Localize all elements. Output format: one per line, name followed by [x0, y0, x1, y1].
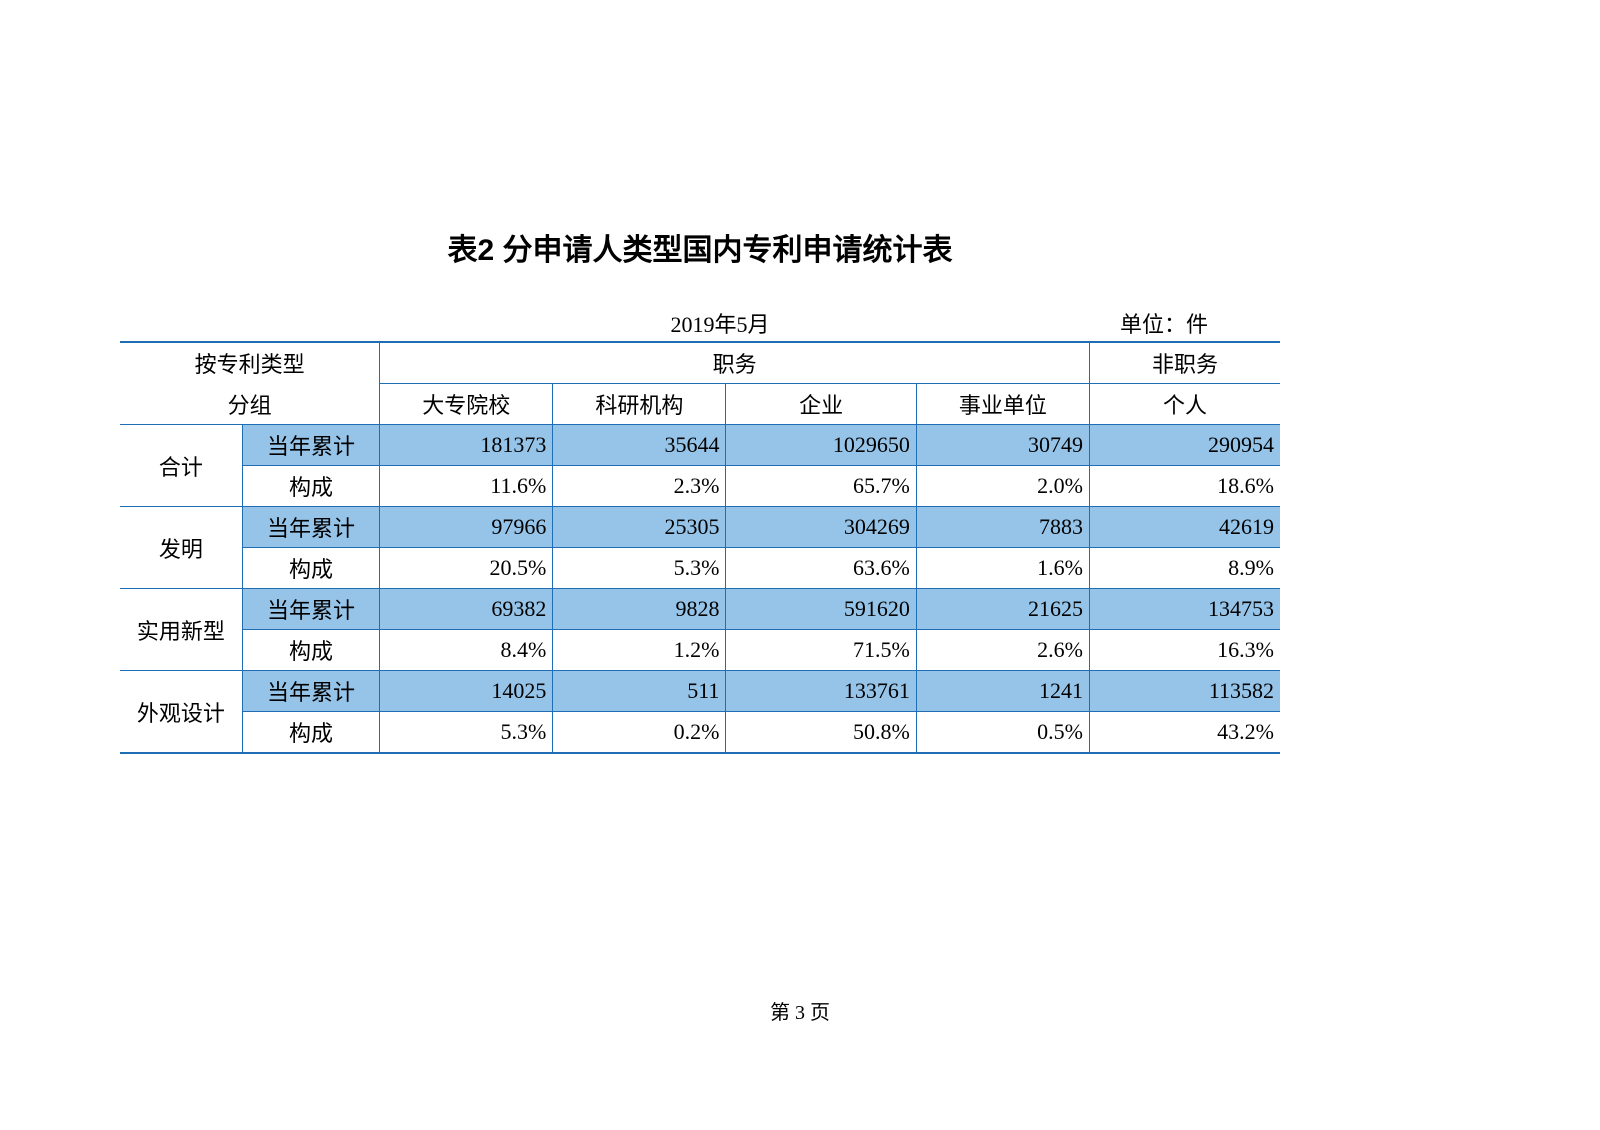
col-sub-0: 大专院校 — [380, 384, 553, 425]
data-cell: 1241 — [916, 671, 1089, 712]
data-cell: 290954 — [1090, 425, 1281, 466]
data-cell: 30749 — [916, 425, 1089, 466]
data-cell: 43.2% — [1090, 712, 1281, 754]
row-label-cumulative: 当年累计 — [242, 671, 379, 712]
data-cell: 25305 — [553, 507, 726, 548]
row-label-cumulative: 当年累计 — [242, 507, 379, 548]
row-label-composition: 构成 — [242, 548, 379, 589]
col-sub-1: 科研机构 — [553, 384, 726, 425]
col-sub-2: 企业 — [726, 384, 916, 425]
data-cell: 1.6% — [916, 548, 1089, 589]
data-cell: 2.6% — [916, 630, 1089, 671]
col-sub-3: 事业单位 — [916, 384, 1089, 425]
table-title: 表2 分申请人类型国内专利申请统计表 — [120, 225, 1280, 269]
data-cell: 5.3% — [380, 712, 553, 754]
data-cell: 1029650 — [726, 425, 916, 466]
row-label-cumulative: 当年累计 — [242, 425, 379, 466]
data-cell: 14025 — [380, 671, 553, 712]
data-cell: 20.5% — [380, 548, 553, 589]
data-cell: 97966 — [380, 507, 553, 548]
data-cell: 591620 — [726, 589, 916, 630]
group-label: 发明 — [120, 507, 242, 589]
data-cell: 8.9% — [1090, 548, 1281, 589]
group-label: 外观设计 — [120, 671, 242, 754]
data-cell: 71.5% — [726, 630, 916, 671]
data-cell: 0.2% — [553, 712, 726, 754]
data-cell: 65.7% — [726, 466, 916, 507]
data-cell: 113582 — [1090, 671, 1281, 712]
patent-stats-table: 按专利类型 职务 非职务 分组 大专院校 科研机构 企业 事业单位 个人 合计当… — [120, 341, 1280, 754]
data-cell: 5.3% — [553, 548, 726, 589]
row-label-cumulative: 当年累计 — [242, 589, 379, 630]
data-cell: 2.3% — [553, 466, 726, 507]
data-cell: 42619 — [1090, 507, 1281, 548]
data-cell: 18.6% — [1090, 466, 1281, 507]
data-cell: 69382 — [380, 589, 553, 630]
data-cell: 50.8% — [726, 712, 916, 754]
data-cell: 0.5% — [916, 712, 1089, 754]
unit-label: 单位：件 — [1120, 307, 1280, 339]
data-cell: 1.2% — [553, 630, 726, 671]
data-cell: 11.6% — [380, 466, 553, 507]
row-label-composition: 构成 — [242, 712, 379, 754]
data-cell: 7883 — [916, 507, 1089, 548]
data-cell: 134753 — [1090, 589, 1281, 630]
group-label: 合计 — [120, 425, 242, 507]
table-date: 2019年5月 — [120, 307, 1120, 339]
col-header-group2: 分组 — [120, 384, 380, 425]
data-cell: 8.4% — [380, 630, 553, 671]
data-cell: 21625 — [916, 589, 1089, 630]
data-cell: 304269 — [726, 507, 916, 548]
row-label-composition: 构成 — [242, 630, 379, 671]
data-cell: 16.3% — [1090, 630, 1281, 671]
data-cell: 133761 — [726, 671, 916, 712]
col-header-duty: 职务 — [380, 342, 1090, 384]
data-cell: 181373 — [380, 425, 553, 466]
col-sub-4: 个人 — [1090, 384, 1281, 425]
data-cell: 35644 — [553, 425, 726, 466]
col-header-nonduty: 非职务 — [1090, 342, 1281, 384]
group-label: 实用新型 — [120, 589, 242, 671]
data-cell: 9828 — [553, 589, 726, 630]
data-cell: 2.0% — [916, 466, 1089, 507]
page-footer: 第 3 页 — [0, 996, 1600, 1025]
data-cell: 63.6% — [726, 548, 916, 589]
data-cell: 511 — [553, 671, 726, 712]
row-label-composition: 构成 — [242, 466, 379, 507]
col-header-group: 按专利类型 — [120, 342, 380, 384]
